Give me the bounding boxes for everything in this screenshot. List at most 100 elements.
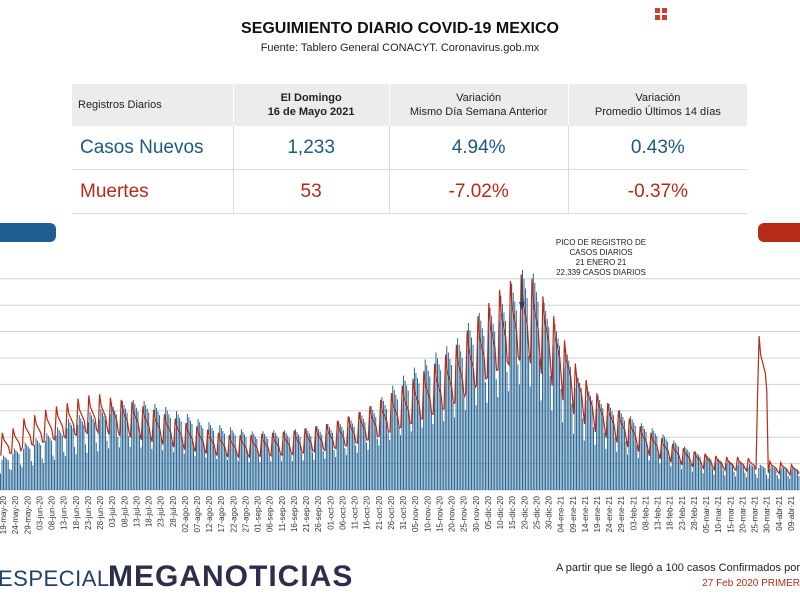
cases-bar bbox=[370, 406, 372, 490]
cases-bar bbox=[739, 462, 741, 490]
cases-bar bbox=[713, 474, 715, 490]
cases-bar bbox=[345, 455, 347, 490]
cases-bar bbox=[440, 370, 442, 490]
cases-bar bbox=[10, 470, 12, 490]
cases-bar bbox=[369, 416, 371, 490]
x-tick-label: 05-nov-20 bbox=[411, 495, 420, 532]
cases-bar bbox=[775, 468, 777, 490]
cases-bar bbox=[457, 338, 459, 490]
cases-bar bbox=[727, 459, 729, 490]
cases-bar bbox=[427, 370, 429, 490]
cases-bar bbox=[60, 432, 62, 490]
cases-bar bbox=[738, 461, 740, 490]
chart-source: Fuente: Tablero General CONACYT. Coronav… bbox=[260, 42, 540, 54]
cases-bar bbox=[308, 433, 310, 490]
cases-bar bbox=[205, 457, 207, 490]
cases-bar bbox=[480, 320, 482, 490]
cases-bar bbox=[41, 458, 43, 490]
x-tick-label: 30-dic-20 bbox=[545, 495, 554, 529]
cases-bar bbox=[549, 376, 551, 490]
cases-bar bbox=[313, 459, 315, 490]
x-tick-label: 20-mar-21 bbox=[738, 495, 747, 532]
cases-bar bbox=[418, 383, 420, 490]
cases-bar bbox=[216, 459, 218, 490]
cases-bar bbox=[433, 370, 435, 490]
cases-bar bbox=[736, 465, 738, 490]
cases-bar bbox=[783, 467, 784, 490]
cases-bar bbox=[265, 436, 267, 490]
cases-bar bbox=[244, 434, 245, 490]
cases-bar bbox=[372, 409, 374, 490]
cases-bar bbox=[189, 420, 191, 490]
cases-bar bbox=[20, 464, 22, 490]
cases-bar bbox=[752, 465, 754, 490]
cases-bar bbox=[336, 430, 338, 490]
cases-bar bbox=[701, 466, 703, 490]
cases-bar bbox=[392, 385, 394, 490]
cases-bar bbox=[367, 449, 369, 490]
cases-bar bbox=[460, 351, 462, 490]
cases-bar bbox=[551, 410, 553, 490]
cases-bar bbox=[627, 454, 628, 490]
cases-bar bbox=[715, 461, 717, 490]
x-tick-label: 24-may-20 bbox=[11, 495, 20, 534]
stats-header-row: Registros Diarios El Domingo 16 de Mayo 2… bbox=[72, 84, 747, 126]
meganoticias-logo: MEGANOTICIAS bbox=[108, 560, 354, 593]
cases-bar bbox=[793, 467, 795, 490]
cases-bar bbox=[321, 434, 323, 490]
stats-table: Registros Diarios El Domingo 16 de Mayo 2… bbox=[72, 84, 747, 214]
x-tick-label: 03-feb-21 bbox=[629, 495, 638, 530]
x-tick-label: 05-dic-20 bbox=[484, 495, 493, 529]
cases-bar bbox=[103, 416, 105, 490]
cases-bar bbox=[441, 406, 443, 490]
cases-bar bbox=[474, 388, 476, 490]
cases-bar bbox=[256, 438, 258, 490]
cases-bar bbox=[358, 422, 360, 490]
cases-bar bbox=[259, 461, 261, 490]
cases-bar bbox=[237, 460, 239, 490]
cases-bar bbox=[654, 433, 656, 490]
cases-bar bbox=[231, 429, 233, 490]
cases-bar bbox=[597, 395, 599, 490]
cases-bar bbox=[211, 428, 213, 490]
x-tick-label: 24-ene-21 bbox=[605, 495, 614, 532]
cases-bar bbox=[423, 376, 425, 490]
cases-bar bbox=[467, 323, 469, 490]
cases-bar bbox=[341, 427, 343, 490]
x-tick-label: 23-jun-20 bbox=[84, 495, 93, 529]
cases-bar bbox=[330, 429, 332, 490]
cases-bar bbox=[6, 458, 8, 490]
cases-bar bbox=[702, 473, 704, 490]
cases-bar bbox=[57, 427, 59, 490]
cases-bar bbox=[227, 459, 228, 490]
cases-bar bbox=[508, 391, 510, 490]
cases-bar bbox=[637, 458, 639, 490]
cases-bar bbox=[74, 446, 76, 490]
footer-note: A partir que se llegó a 100 casos Confir… bbox=[556, 562, 800, 574]
cases-bar bbox=[145, 404, 147, 490]
grid-menu-icon[interactable] bbox=[655, 8, 667, 20]
cases-bar bbox=[202, 428, 204, 490]
cases-bar bbox=[33, 445, 35, 490]
cases-bar bbox=[509, 310, 511, 490]
x-tick-label: 18-jun-20 bbox=[72, 495, 81, 529]
row-casos-nuevos: Casos Nuevos 1,233 4.94% 0.43% bbox=[72, 126, 747, 170]
cases-bar bbox=[406, 385, 408, 490]
x-tick-label: 09-abr-21 bbox=[787, 495, 796, 530]
cases-bar bbox=[501, 304, 503, 490]
cases-bar bbox=[438, 364, 440, 490]
cases-bar bbox=[1, 460, 3, 490]
cases-bar bbox=[206, 431, 208, 490]
cases-bar bbox=[376, 438, 378, 490]
cases-bar bbox=[214, 448, 216, 490]
cases-bar bbox=[657, 452, 659, 490]
cases-bar bbox=[236, 451, 238, 490]
x-tick-label: 25-dic-20 bbox=[532, 495, 541, 529]
cases-bar bbox=[327, 424, 329, 490]
cases-bar bbox=[268, 454, 270, 490]
cases-bar bbox=[694, 451, 696, 490]
cases-bar bbox=[143, 400, 145, 490]
cases-bar bbox=[716, 457, 718, 490]
row-label: Muertes bbox=[72, 169, 234, 214]
cases-bar bbox=[274, 432, 276, 490]
